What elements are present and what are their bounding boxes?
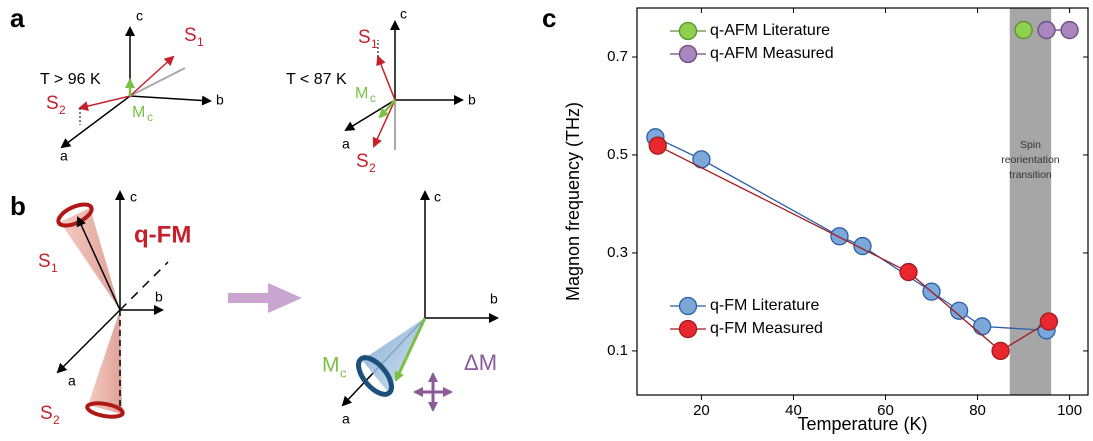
legend-marker [678, 296, 698, 316]
legend-marker [678, 44, 698, 64]
axis-label: a [60, 148, 68, 164]
axis-label: a [68, 373, 76, 389]
axis-label: b [155, 289, 163, 305]
y-axis-label: Magnon frequency (THz) [563, 102, 583, 301]
data-point [1039, 312, 1059, 331]
data-point [648, 136, 667, 155]
spin-subscript: 2 [59, 103, 66, 117]
axis-label: b [468, 92, 476, 108]
annotation: Spin [1020, 139, 1041, 151]
diagram-a-right [344, 20, 464, 150]
x-tick-label: 40 [785, 402, 802, 419]
y-tick-label: 0.3 [607, 244, 628, 261]
legend-marker [678, 21, 698, 41]
spin-label: S [184, 25, 197, 46]
data-point [973, 317, 992, 336]
panel-label: a [10, 3, 25, 33]
spin-label: S [358, 27, 371, 48]
panel-label: b [10, 191, 26, 221]
spin-subscript: 1 [197, 35, 204, 49]
data-point [1037, 20, 1056, 40]
axis-label: b [490, 291, 498, 307]
x-tick-label: 80 [969, 402, 986, 419]
fluctuation-label: ΔM [464, 350, 497, 375]
spin-subscript: 1 [51, 261, 58, 275]
axis-label: a [342, 411, 350, 427]
diagram-a-left [60, 26, 212, 149]
panel-label: c [542, 3, 556, 33]
axis-label: c [136, 8, 143, 24]
spin-label: S [46, 93, 59, 114]
axis-label: b [216, 92, 224, 108]
x-tick-label: 60 [877, 402, 894, 419]
phase-label: q-FM [134, 221, 191, 248]
spin-subscript: 1 [371, 37, 378, 51]
moment-subscript: c [147, 110, 153, 124]
legend-label: q-AFM Measured [710, 45, 834, 62]
series-line [657, 145, 1050, 352]
annotation: reorientation [1001, 154, 1060, 166]
moment-subscript: c [340, 365, 347, 380]
moment-label: M [132, 104, 145, 121]
transition-arrow [228, 283, 302, 313]
plot-frame [636, 7, 1089, 396]
data-point [899, 262, 918, 282]
axis-label: a [342, 136, 350, 152]
spin-subscript: 2 [53, 413, 60, 427]
temperature-label: T > 96 K [40, 71, 101, 88]
data-point [991, 341, 1010, 361]
data-point [830, 227, 849, 246]
y-tick-label: 0.7 [607, 48, 628, 65]
legend-label: q-AFM Literature [710, 22, 830, 39]
y-tick-label: 0.1 [607, 342, 628, 359]
data-point [1060, 20, 1079, 40]
diagram-b-left [56, 190, 169, 419]
x-tick-label: 20 [693, 402, 710, 419]
moment-subscript: c [370, 91, 376, 105]
axis-label: c [434, 189, 441, 205]
spin-subscript: 2 [369, 161, 376, 175]
x-tick-label: 100 [1057, 402, 1082, 419]
spin-label: S [38, 251, 51, 272]
axis-label: c [130, 189, 137, 205]
x-axis-label: Temperature (K) [797, 414, 927, 434]
annotation: transition [1009, 169, 1052, 181]
spin-label: S [40, 403, 53, 424]
data-point [949, 301, 969, 320]
axis-label: c [400, 6, 407, 22]
legend-label: q-FM Literature [710, 297, 819, 314]
temperature-label: T < 87 K [286, 71, 347, 88]
moment-label: M [355, 85, 368, 102]
legend-label: q-FM Measured [710, 320, 823, 337]
y-tick-label: 0.5 [607, 146, 628, 163]
diagram-b-right [341, 190, 499, 412]
spin-label: S [356, 151, 369, 172]
legend-marker [678, 319, 698, 339]
moment-label: M [322, 354, 340, 377]
data-point [1014, 20, 1033, 40]
